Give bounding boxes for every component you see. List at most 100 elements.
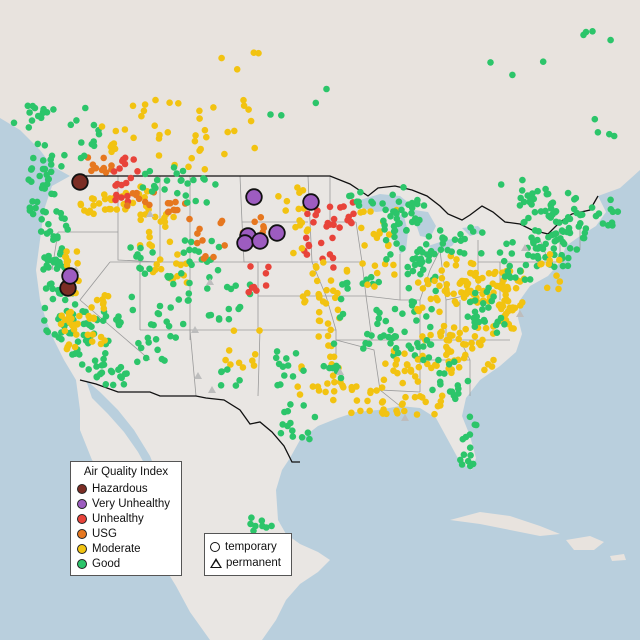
- good-monitor-point: [224, 366, 231, 373]
- moderate-monitor-point: [129, 199, 137, 207]
- good-monitor-point: [501, 321, 508, 328]
- moderate-monitor-point: [438, 267, 446, 274]
- moderate-monitor-point: [63, 248, 70, 255]
- good-monitor-point: [287, 419, 294, 427]
- moderate-monitor-point: [316, 317, 324, 325]
- moderate-monitor-point: [490, 356, 497, 364]
- good-monitor-point: [367, 273, 375, 281]
- moderate-monitor-point: [451, 298, 459, 305]
- moderate-monitor-point: [155, 152, 163, 159]
- unhealthy-monitor-point: [305, 242, 313, 250]
- good-monitor-point: [85, 366, 92, 373]
- unhealthy-monitor-point: [118, 194, 125, 201]
- moderate-monitor-point: [378, 384, 386, 391]
- good-monitor-point: [30, 154, 37, 162]
- good-monitor-point: [479, 229, 486, 236]
- good-monitor-point: [534, 254, 542, 262]
- good-monitor-point: [460, 451, 468, 459]
- moderate-monitor-point: [256, 327, 263, 334]
- good-monitor-point: [419, 266, 427, 274]
- good-monitor-point: [391, 305, 399, 313]
- good-monitor-point: [214, 266, 222, 274]
- usg-monitor-point: [98, 166, 106, 174]
- triangle-icon: [210, 558, 222, 568]
- good-monitor-point: [551, 263, 558, 271]
- moderate-monitor-point: [57, 320, 65, 328]
- moderate-monitor-point: [445, 337, 453, 344]
- us-mexico-border: [79, 379, 300, 463]
- good-monitor-point: [594, 129, 602, 136]
- moderate-monitor-point: [95, 200, 103, 207]
- moderate-monitor-point: [74, 260, 81, 267]
- moderate-monitor-point: [299, 187, 307, 194]
- good-monitor-point: [275, 360, 283, 368]
- good-monitor-point: [34, 140, 42, 148]
- legend-item-usg: USG: [77, 527, 117, 541]
- unhealthy-monitor-point: [302, 234, 310, 242]
- good-monitor-point: [607, 206, 615, 213]
- good-monitor-point: [181, 237, 189, 244]
- moderate-monitor-point: [479, 274, 486, 282]
- good-monitor-point: [39, 109, 47, 117]
- unhealthy-monitor-point: [127, 174, 135, 182]
- usg-monitor-point: [186, 215, 193, 223]
- moderate-monitor-point: [438, 392, 446, 400]
- moderate-monitor-point: [402, 393, 409, 401]
- good-monitor-point: [428, 305, 435, 313]
- good-monitor-point: [439, 234, 447, 241]
- good-monitor-point: [528, 234, 535, 241]
- good-monitor-point: [284, 407, 292, 415]
- legend-label: Unhealthy: [92, 513, 144, 525]
- moderate-monitor-point: [497, 284, 505, 291]
- moderate-monitor-point: [450, 324, 458, 331]
- moderate-monitor-point: [414, 378, 422, 385]
- good-monitor-point: [559, 262, 567, 270]
- moderate-monitor-point: [379, 398, 387, 405]
- moderate-monitor-point: [331, 294, 339, 302]
- moderate-monitor-point: [313, 264, 320, 271]
- good-monitor-point: [534, 187, 541, 195]
- moderate-monitor-point: [294, 184, 301, 191]
- moderate-monitor-point: [422, 398, 430, 406]
- good-monitor-point: [467, 452, 474, 459]
- good-monitor-point: [292, 350, 300, 357]
- good-monitor-point: [137, 344, 145, 352]
- good-monitor-point: [115, 313, 122, 320]
- moderate-monitor-point: [414, 356, 422, 363]
- good-monitor-point: [26, 207, 34, 214]
- good-monitor-point: [150, 182, 158, 190]
- good-monitor-point: [414, 200, 421, 208]
- good-monitor-point: [109, 381, 117, 389]
- moderate-monitor-point: [399, 400, 406, 408]
- good-monitor-point: [509, 239, 516, 246]
- usg-monitor-point: [193, 239, 201, 247]
- unhealthy-monitor-point: [336, 224, 343, 231]
- good-monitor-point: [512, 274, 519, 281]
- moderate-monitor-point: [427, 331, 434, 339]
- good-monitor-point: [311, 413, 319, 421]
- moderate-monitor-point: [440, 322, 448, 330]
- good-monitor-point: [148, 188, 156, 195]
- good-monitor-point: [41, 317, 48, 324]
- unhealthy-monitor-point: [326, 203, 334, 211]
- good-swatch-icon: [77, 559, 87, 569]
- good-monitor-point: [142, 354, 150, 362]
- good-monitor-point: [528, 201, 535, 208]
- moderate-monitor-point: [401, 367, 409, 375]
- moderate-monitor-point: [294, 383, 302, 391]
- moderate-monitor-point: [146, 233, 153, 241]
- moderate-monitor-point: [314, 383, 322, 391]
- moderate-monitor-point: [458, 289, 465, 296]
- good-monitor-point: [163, 177, 171, 184]
- good-monitor-point: [539, 244, 547, 251]
- good-monitor-point: [178, 270, 185, 277]
- good-monitor-point: [289, 427, 296, 435]
- moderate-monitor-point: [148, 242, 156, 250]
- good-monitor-point: [336, 314, 344, 321]
- good-monitor-point: [580, 234, 588, 242]
- good-monitor-point: [73, 117, 80, 124]
- good-monitor-point: [479, 306, 486, 313]
- good-monitor-point: [137, 254, 144, 262]
- moderate-monitor-point: [510, 325, 517, 332]
- moderate-monitor-point: [519, 299, 526, 306]
